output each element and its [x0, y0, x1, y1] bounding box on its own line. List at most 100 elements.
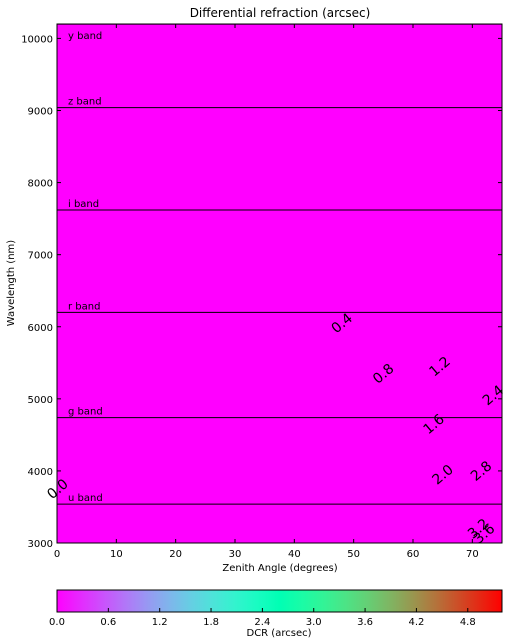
heatmap-cell — [338, 359, 347, 371]
heatmap-cell — [368, 229, 377, 241]
heatmap-cell — [279, 45, 288, 58]
heatmap-cell — [175, 251, 184, 263]
heatmap-cell — [301, 229, 310, 241]
heatmap-cell — [86, 132, 95, 144]
heatmap-cell — [257, 132, 266, 144]
heatmap-cell — [183, 197, 192, 209]
heatmap-cell — [435, 164, 444, 176]
heatmap-cell — [338, 24, 347, 36]
heatmap-cell — [249, 402, 258, 414]
heatmap-cell — [197, 272, 206, 285]
heatmap-cell — [64, 164, 73, 176]
heatmap-cell — [427, 499, 436, 512]
heatmap-cell — [64, 99, 73, 112]
heatmap-cell — [71, 294, 80, 306]
heatmap-cell — [131, 164, 140, 176]
heatmap-cell — [331, 229, 340, 241]
heatmap-cell — [79, 283, 88, 295]
heatmap-cell — [464, 402, 473, 414]
heatmap-cell — [108, 132, 117, 144]
heatmap-cell — [197, 510, 206, 522]
heatmap-cell — [301, 121, 310, 133]
heatmap-cell — [227, 521, 236, 533]
heatmap-cell — [413, 380, 422, 393]
heatmap-cell — [160, 24, 169, 36]
heatmap-cell — [71, 153, 80, 166]
heatmap-cell — [427, 326, 436, 339]
heatmap-cell — [220, 510, 229, 522]
heatmap-cell — [212, 24, 221, 36]
heatmap-cell — [301, 272, 310, 285]
heatmap-cell — [420, 99, 429, 112]
heatmap-cell — [413, 478, 422, 490]
heatmap-cell — [457, 229, 466, 241]
heatmap-cell — [487, 110, 496, 122]
heatmap-cell — [205, 251, 214, 263]
heatmap-cell — [324, 402, 333, 414]
heatmap-cell — [383, 261, 392, 274]
heatmap-cell — [131, 175, 140, 187]
heatmap-cell — [279, 67, 288, 79]
heatmap-cell — [324, 521, 333, 533]
heatmap-cell — [413, 348, 422, 360]
heatmap-cell — [138, 132, 147, 144]
heatmap-cell — [405, 24, 414, 36]
heatmap-cell — [197, 326, 206, 339]
colorbar-tick-label: 4.2 — [408, 617, 424, 628]
heatmap-cell — [175, 488, 184, 501]
heatmap-cell — [464, 34, 473, 47]
heatmap-cell — [160, 56, 169, 68]
heatmap-cell — [353, 132, 362, 144]
heatmap-cell — [375, 521, 384, 533]
heatmap-cell — [153, 315, 162, 328]
heatmap-cell — [131, 229, 140, 241]
heatmap-cell — [212, 359, 221, 371]
heatmap-cell — [427, 132, 436, 144]
heatmap-cell — [272, 315, 281, 328]
heatmap-cell — [123, 45, 132, 58]
heatmap-cell — [64, 34, 73, 47]
heatmap-cell — [160, 164, 169, 176]
heatmap-cell — [405, 294, 414, 306]
heatmap-cell — [479, 305, 488, 317]
heatmap-cell — [301, 467, 310, 479]
heatmap-cell — [212, 391, 221, 404]
heatmap-cell — [420, 402, 429, 414]
heatmap-cell — [383, 294, 392, 306]
heatmap-cell — [108, 348, 117, 360]
heatmap-cell — [220, 132, 229, 144]
heatmap-cell — [220, 391, 229, 404]
heatmap-cell — [116, 326, 125, 339]
heatmap-cell — [197, 305, 206, 317]
heatmap-cell — [316, 413, 325, 425]
heatmap-cell — [197, 532, 206, 543]
heatmap-cell — [286, 445, 295, 458]
heatmap-cell — [242, 488, 251, 501]
heatmap-cell — [64, 359, 73, 371]
heatmap-cell — [131, 240, 140, 252]
heatmap-cell — [420, 132, 429, 144]
heatmap-cell — [205, 380, 214, 393]
heatmap-cell — [249, 251, 258, 263]
heatmap-cell — [405, 99, 414, 112]
heatmap-cell — [79, 251, 88, 263]
heatmap-cell — [331, 380, 340, 393]
heatmap-cell — [190, 56, 199, 68]
heatmap-cell — [279, 207, 288, 220]
heatmap-cell — [324, 261, 333, 274]
heatmap-cell — [442, 532, 451, 543]
heatmap-cell — [331, 175, 340, 187]
heatmap-cell — [331, 488, 340, 501]
heatmap-cell — [479, 272, 488, 285]
heatmap-cell — [183, 326, 192, 339]
heatmap-cell — [309, 499, 318, 512]
heatmap-cell — [457, 283, 466, 295]
heatmap-cell — [279, 370, 288, 382]
heatmap-cell — [479, 186, 488, 198]
heatmap-cell — [101, 88, 110, 101]
heatmap-cell — [405, 499, 414, 512]
heatmap-cell — [242, 142, 251, 155]
heatmap-cell — [116, 413, 125, 425]
heatmap-cell — [227, 121, 236, 133]
heatmap-cell — [86, 229, 95, 241]
